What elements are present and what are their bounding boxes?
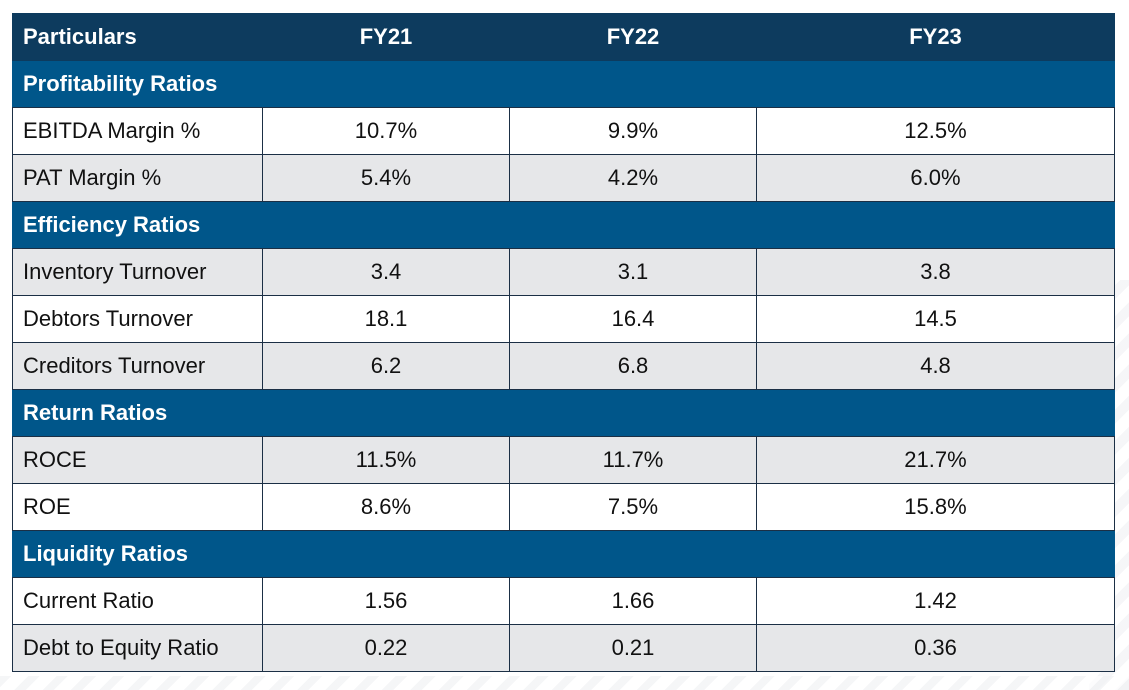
table-header-row: Particulars FY21 FY22 FY23 [12,13,1115,61]
column-header-fy21: FY21 [262,13,510,61]
background-watermark-pattern-bottom [0,676,1129,690]
cell-fy22: 1.66 [509,577,757,625]
column-header-fy22: FY22 [509,13,757,61]
cell-fy23: 6.0% [756,154,1115,202]
cell-fy23: 0.36 [756,624,1115,672]
cell-fy21: 5.4% [262,154,510,202]
table-row: Debt to Equity Ratio 0.22 0.21 0.36 [12,624,1115,672]
cell-fy22: 11.7% [509,436,757,484]
financial-ratios-table: Particulars FY21 FY22 FY23 Profitability… [12,13,1115,672]
cell-fy21: 3.4 [262,248,510,296]
cell-fy23: 4.8 [756,342,1115,390]
cell-fy21: 10.7% [262,107,510,155]
cell-fy22: 16.4 [509,295,757,343]
cell-fy23: 21.7% [756,436,1115,484]
cell-fy23: 15.8% [756,483,1115,531]
cell-fy22: 7.5% [509,483,757,531]
section-title: Liquidity Ratios [12,530,1115,578]
cell-fy22: 3.1 [509,248,757,296]
table-row: ROCE 11.5% 11.7% 21.7% [12,436,1115,484]
section-title: Profitability Ratios [12,60,1115,108]
column-header-particulars: Particulars [12,13,263,61]
section-title: Return Ratios [12,389,1115,437]
column-header-fy23: FY23 [756,13,1115,61]
row-label: Current Ratio [12,577,263,625]
table-row: Current Ratio 1.56 1.66 1.42 [12,577,1115,625]
cell-fy21: 8.6% [262,483,510,531]
cell-fy23: 1.42 [756,577,1115,625]
table-row: Inventory Turnover 3.4 3.1 3.8 [12,248,1115,296]
cell-fy23: 3.8 [756,248,1115,296]
cell-fy21: 18.1 [262,295,510,343]
cell-fy22: 0.21 [509,624,757,672]
section-row-return: Return Ratios [12,389,1115,437]
row-label: PAT Margin % [12,154,263,202]
table-row: ROE 8.6% 7.5% 15.8% [12,483,1115,531]
row-label: Debtors Turnover [12,295,263,343]
table-row: Debtors Turnover 18.1 16.4 14.5 [12,295,1115,343]
cell-fy21: 6.2 [262,342,510,390]
cell-fy22: 9.9% [509,107,757,155]
cell-fy22: 4.2% [509,154,757,202]
cell-fy21: 0.22 [262,624,510,672]
row-label: ROCE [12,436,263,484]
table-row: EBITDA Margin % 10.7% 9.9% 12.5% [12,107,1115,155]
row-label: Inventory Turnover [12,248,263,296]
section-row-liquidity: Liquidity Ratios [12,530,1115,578]
section-row-efficiency: Efficiency Ratios [12,201,1115,249]
cell-fy23: 14.5 [756,295,1115,343]
row-label: ROE [12,483,263,531]
row-label: EBITDA Margin % [12,107,263,155]
section-row-profitability: Profitability Ratios [12,60,1115,108]
cell-fy22: 6.8 [509,342,757,390]
cell-fy21: 1.56 [262,577,510,625]
cell-fy21: 11.5% [262,436,510,484]
table-row: Creditors Turnover 6.2 6.8 4.8 [12,342,1115,390]
table-row: PAT Margin % 5.4% 4.2% 6.0% [12,154,1115,202]
section-title: Efficiency Ratios [12,201,1115,249]
row-label: Debt to Equity Ratio [12,624,263,672]
cell-fy23: 12.5% [756,107,1115,155]
row-label: Creditors Turnover [12,342,263,390]
